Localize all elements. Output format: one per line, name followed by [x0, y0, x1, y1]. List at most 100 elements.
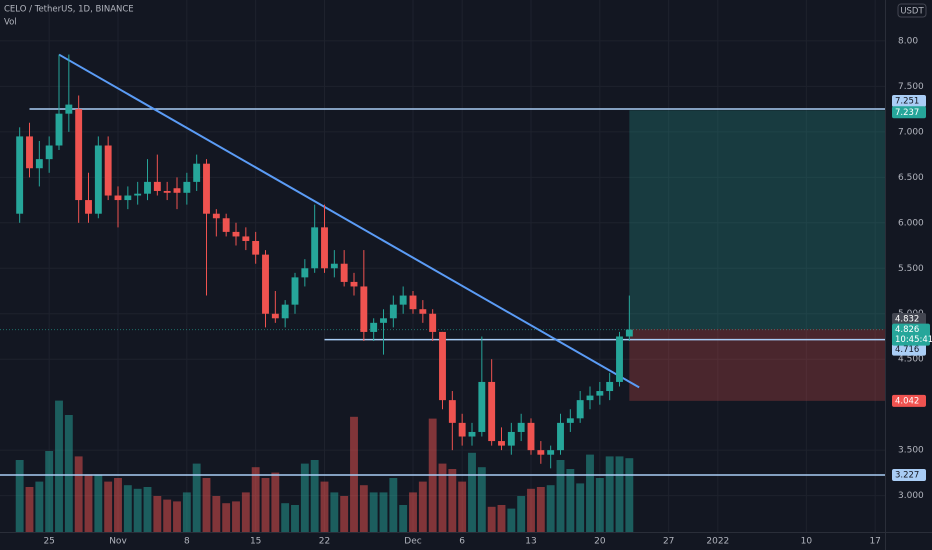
- candle-body: [173, 188, 181, 193]
- volume-bar: [586, 454, 594, 532]
- candle-body: [114, 195, 122, 201]
- x-tick-label: 22: [319, 537, 330, 547]
- volume-bar: [458, 481, 467, 532]
- level-tag: 7.251: [895, 97, 919, 107]
- volume-bar: [369, 492, 378, 532]
- volume-bar: [123, 485, 132, 532]
- volume-bar: [15, 460, 24, 532]
- volume-bar: [261, 478, 270, 532]
- volume-bar: [35, 481, 44, 532]
- level-tag: 3.227: [895, 470, 919, 480]
- candle-body: [429, 313, 437, 332]
- level-tag-bg: [892, 343, 926, 356]
- candle-body: [75, 109, 83, 201]
- profit-zone: [629, 110, 885, 330]
- x-tick-label: 13: [525, 537, 536, 547]
- candle-body: [537, 450, 545, 455]
- candle-body: [153, 181, 161, 191]
- candle-body: [321, 227, 328, 269]
- volume-bar: [438, 463, 447, 532]
- candle-body: [311, 227, 319, 269]
- x-tick-label: 2022: [706, 537, 729, 547]
- candle-body: [232, 231, 240, 237]
- volume-bar: [605, 456, 614, 532]
- volume-bar: [625, 458, 634, 532]
- volume-bar: [595, 478, 604, 532]
- candle-body: [242, 236, 250, 241]
- volume-bar: [527, 488, 535, 532]
- x-tick-label: 8: [184, 537, 190, 547]
- x-tick-label: Nov: [109, 537, 127, 547]
- candle-body: [134, 193, 142, 196]
- candle-body: [616, 336, 623, 382]
- candle-body: [488, 381, 496, 442]
- stop-tag: 4.042: [895, 396, 919, 406]
- candle-body: [203, 163, 210, 214]
- volume-bar: [212, 496, 221, 532]
- entry-tag-bg: [892, 313, 926, 326]
- x-tick-label: 17: [869, 537, 880, 547]
- candle-body: [478, 381, 486, 432]
- volume-bar: [507, 508, 516, 532]
- candle-body: [468, 431, 476, 437]
- candle-body: [271, 313, 279, 319]
- candle-body: [281, 304, 289, 319]
- candle-body: [65, 104, 73, 114]
- candle-body: [448, 400, 456, 423]
- volume-bar: [340, 496, 349, 532]
- volume-bar: [143, 487, 152, 532]
- volume-bar: [241, 492, 250, 532]
- volume-bar: [64, 415, 73, 532]
- candle-body: [370, 322, 378, 332]
- candle-body: [547, 450, 555, 455]
- y-tick-label: 7.500: [898, 82, 924, 92]
- volume-bar: [477, 467, 486, 532]
- volume-bar: [468, 452, 476, 532]
- level-tag-bg: [892, 95, 926, 108]
- volume-bar: [536, 487, 545, 532]
- candle-body: [291, 277, 299, 305]
- candle-body: [439, 331, 446, 401]
- volume-bar: [74, 456, 83, 532]
- candle-body: [389, 304, 397, 319]
- x-tick-label: 27: [663, 537, 674, 547]
- volume-bar: [182, 492, 191, 532]
- candle-body: [85, 200, 92, 214]
- x-tick-label: 25: [43, 537, 54, 547]
- x-tick-label: Dec: [404, 537, 421, 547]
- candle-body: [163, 190, 171, 193]
- volume-bar: [359, 485, 368, 532]
- candle-body: [606, 381, 614, 392]
- candle-body: [380, 318, 387, 323]
- volume-bar: [251, 467, 260, 532]
- candle-body: [35, 159, 43, 169]
- volume-bar: [202, 478, 211, 532]
- volume-bar: [448, 469, 457, 532]
- volume-bar: [271, 472, 280, 532]
- y-tick-label: 6.000: [898, 218, 924, 228]
- candle-body: [55, 113, 63, 146]
- indicator-label: Vol: [4, 18, 17, 28]
- volume-bar: [153, 496, 162, 532]
- candle-body: [301, 268, 309, 278]
- volume-bar: [94, 474, 103, 532]
- volume-bar: [281, 503, 290, 532]
- candle-body: [498, 441, 505, 446]
- volume-bar: [133, 488, 142, 532]
- volume-bar: [517, 496, 526, 532]
- volume-bar: [173, 501, 181, 532]
- currency-label: USDT: [900, 7, 924, 17]
- x-tick-label: 20: [594, 537, 606, 547]
- y-tick-label: 7.000: [898, 127, 924, 137]
- candle-body: [576, 400, 584, 419]
- candle-body: [104, 145, 112, 196]
- volume-bar: [163, 499, 172, 532]
- candle-body: [517, 422, 525, 432]
- candle-body: [419, 309, 427, 314]
- volume-bar: [546, 485, 555, 532]
- trendline: [58, 53, 640, 389]
- candle-body: [340, 263, 348, 282]
- level-tag: 4.716: [895, 345, 919, 355]
- volume-bar: [487, 506, 496, 532]
- x-tick-label: 15: [250, 537, 261, 547]
